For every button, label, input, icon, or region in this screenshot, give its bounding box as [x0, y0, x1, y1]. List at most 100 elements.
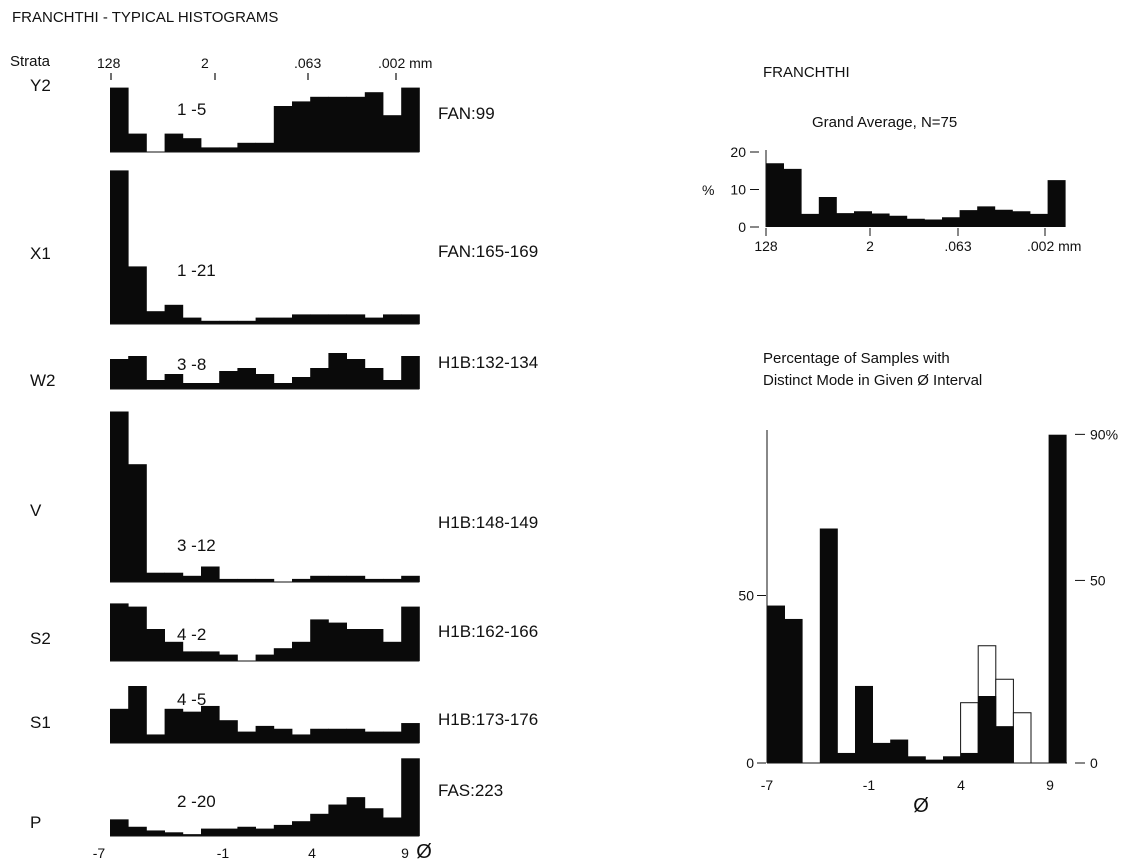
- hist-bar: [182, 383, 202, 389]
- strata-label: X1: [30, 244, 51, 263]
- hist-bar: [110, 170, 129, 324]
- mode-right-tick: 90%: [1090, 426, 1118, 442]
- left-panel-title: FRANCHTHI - TYPICAL HISTOGRAMS: [12, 9, 278, 26]
- hist-bar: [346, 728, 366, 743]
- hist-bar: [237, 320, 256, 324]
- hist-bar: [328, 728, 347, 743]
- hist-bar: [292, 734, 311, 743]
- hist-bar: [255, 654, 275, 661]
- histogram-w2: W2 3 -8 H1B:132-134: [30, 353, 538, 390]
- grand-average-y-tick: 0: [738, 219, 746, 235]
- phi-tick-label: -7: [93, 845, 106, 861]
- mode-open-bar: [1012, 712, 1032, 764]
- hist-bar: [401, 606, 420, 661]
- mode-right-tick: 0: [1090, 755, 1098, 771]
- grand-average-bar: [801, 213, 820, 227]
- hist-bar: [364, 368, 384, 389]
- top-tick-label: .063: [294, 55, 321, 71]
- hist-bar: [146, 830, 165, 836]
- hist-bar: [346, 575, 366, 582]
- hist-bar: [401, 87, 420, 152]
- hist-bar: [292, 101, 311, 152]
- sample-label: 2 -20: [177, 792, 216, 811]
- grand-average-x-tick: 128: [754, 238, 778, 254]
- hist-bar: [310, 368, 329, 389]
- hist-bar: [383, 314, 402, 324]
- phi-tick-label: 4: [308, 845, 316, 861]
- phi-symbol: Ø: [416, 841, 432, 863]
- mode-x-tick: -1: [863, 777, 876, 793]
- mode-right-tick: 50: [1090, 572, 1106, 588]
- hist-bar: [383, 641, 402, 661]
- hist-bar: [346, 359, 366, 389]
- grand-average-chart: 20 10 0% 128 2 .063 .002 mm: [702, 144, 1081, 254]
- hist-bar: [201, 383, 220, 389]
- hist-bar: [164, 572, 184, 582]
- hist-bar: [182, 711, 202, 743]
- strata-header: Strata: [10, 53, 51, 70]
- histogram-v: V 3 -12 H1B:148-149: [30, 411, 538, 583]
- phi-tick-label: -1: [217, 845, 230, 861]
- hist-bar: [401, 314, 420, 324]
- sample-label: 3 -12: [177, 536, 216, 555]
- hist-bar: [255, 578, 275, 582]
- hist-bar: [219, 654, 238, 661]
- site-title: FRANCHTHI: [763, 64, 850, 81]
- mode-x-tick: -7: [761, 777, 774, 793]
- hist-bar: [110, 87, 129, 152]
- mode-filled-bar: [1048, 434, 1067, 763]
- hist-bar: [201, 320, 220, 324]
- hist-bar: [164, 374, 184, 389]
- phi-tick-label: 9: [401, 845, 409, 861]
- hist-bar: [164, 641, 184, 661]
- top-tick-label: .002 mm: [378, 55, 432, 71]
- hist-bar: [237, 826, 256, 836]
- hist-bar: [255, 142, 275, 152]
- grand-average-bar: [818, 197, 837, 227]
- hist-bar: [219, 720, 238, 743]
- grand-average-bar: [836, 213, 855, 227]
- mode-filled-bar: [784, 618, 803, 763]
- hist-bar: [328, 314, 347, 324]
- hist-bar: [110, 603, 129, 661]
- hist-bar: [383, 380, 402, 389]
- mode-filled-bar: [837, 752, 856, 763]
- hist-bar: [237, 731, 256, 743]
- strata-label: Y2: [30, 76, 51, 95]
- hist-bar: [201, 705, 220, 743]
- sample-label: 1 -5: [177, 100, 206, 119]
- hist-bar: [201, 828, 220, 836]
- hist-bar: [128, 356, 147, 389]
- hist-bar: [401, 356, 420, 389]
- site-label: H1B:162-166: [438, 622, 538, 641]
- hist-bar: [128, 826, 147, 836]
- hist-bar: [310, 575, 329, 582]
- histogram-s1: S1 4 -5 H1B:173-176: [30, 686, 538, 744]
- hist-bar: [328, 96, 347, 152]
- hist-bar: [164, 133, 184, 152]
- hist-bar: [128, 266, 147, 324]
- hist-bar: [201, 566, 220, 582]
- hist-bar: [273, 106, 293, 152]
- histogram-p: P 2 -20 FAS:223: [30, 758, 503, 837]
- grand-average-x-tick: .063: [944, 238, 971, 254]
- site-label: FAN:99: [438, 104, 495, 123]
- sample-label: 1 -21: [177, 261, 216, 280]
- hist-bar: [383, 817, 402, 836]
- hist-bar: [201, 651, 220, 661]
- hist-bar: [146, 572, 165, 582]
- mode-filled-bar: [855, 685, 873, 763]
- hist-bar: [182, 651, 202, 661]
- strata-label: V: [30, 501, 42, 520]
- mode-filled-bar: [978, 696, 997, 763]
- site-label: FAS:223: [438, 781, 503, 800]
- strata-label: S1: [30, 713, 51, 732]
- hist-bar: [110, 708, 129, 743]
- hist-bar: [364, 317, 384, 324]
- hist-bar: [164, 304, 184, 324]
- hist-bar: [110, 359, 129, 389]
- mode-filled-bar: [995, 726, 1014, 763]
- left-bottom-axis: -7 -1 4 9 Ø: [93, 841, 432, 863]
- left-top-axis: 128 2 .063 .002 mm: [97, 55, 432, 80]
